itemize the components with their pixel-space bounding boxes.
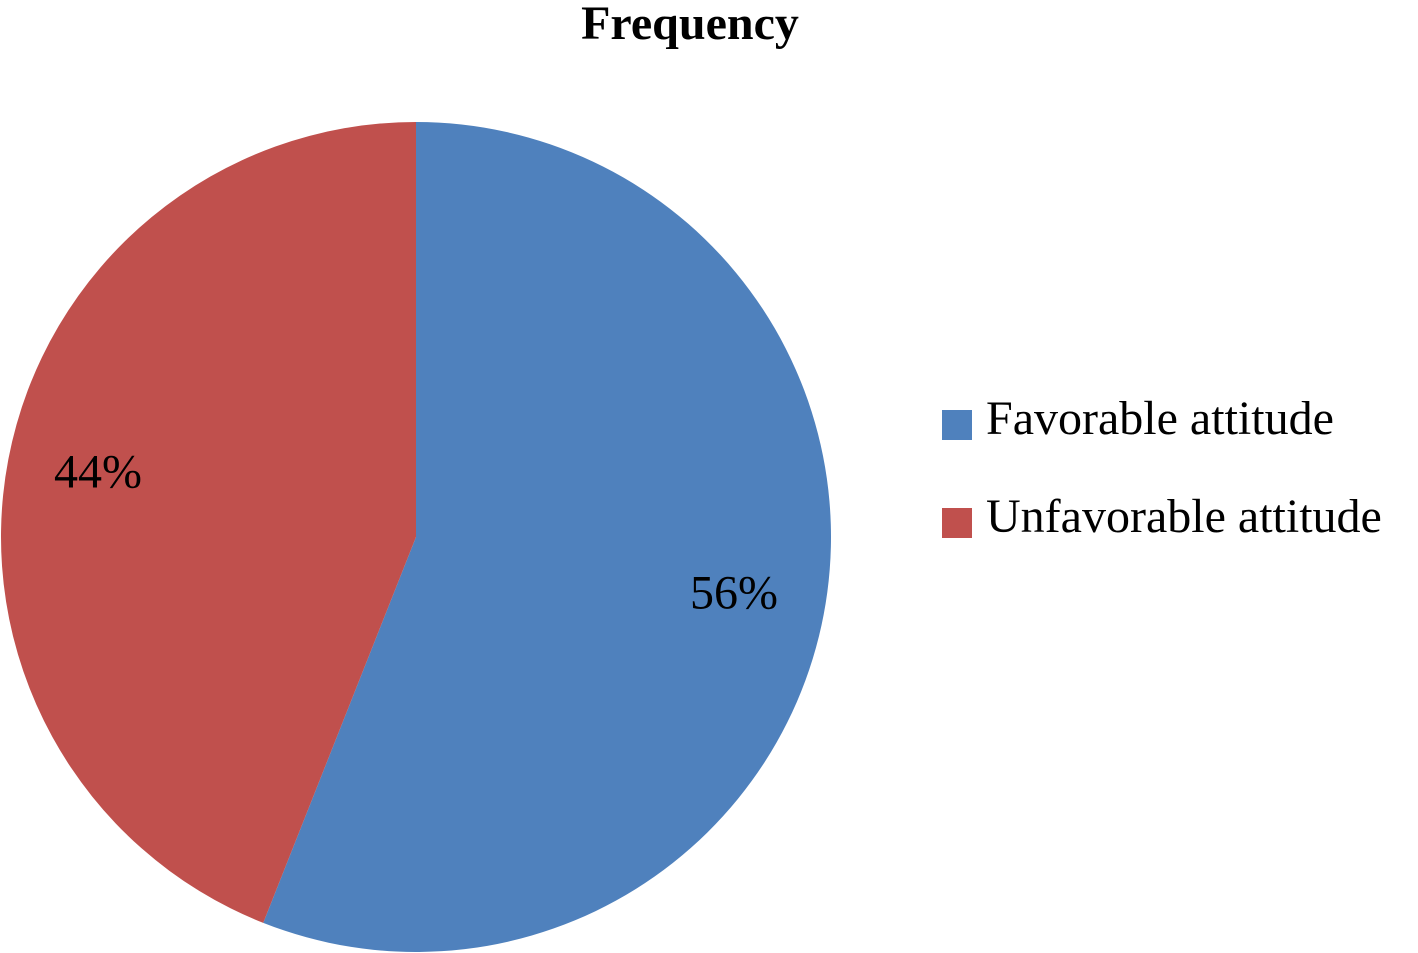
pie-slice — [263, 122, 832, 952]
pie-slice — [0, 121, 417, 923]
chart-title: Frequency — [581, 0, 799, 50]
legend-swatch — [942, 508, 972, 538]
legend: Favorable attitude Unfavorable attitude — [942, 390, 1412, 586]
data-label: 44% — [54, 445, 142, 498]
legend-label: Unfavorable attitude — [986, 490, 1382, 543]
legend-item: Unfavorable attitude — [942, 488, 1412, 546]
legend-swatch — [942, 410, 972, 440]
legend-label: Favorable attitude — [986, 392, 1334, 445]
data-label: 56% — [690, 567, 778, 620]
legend-item: Favorable attitude — [942, 390, 1412, 448]
